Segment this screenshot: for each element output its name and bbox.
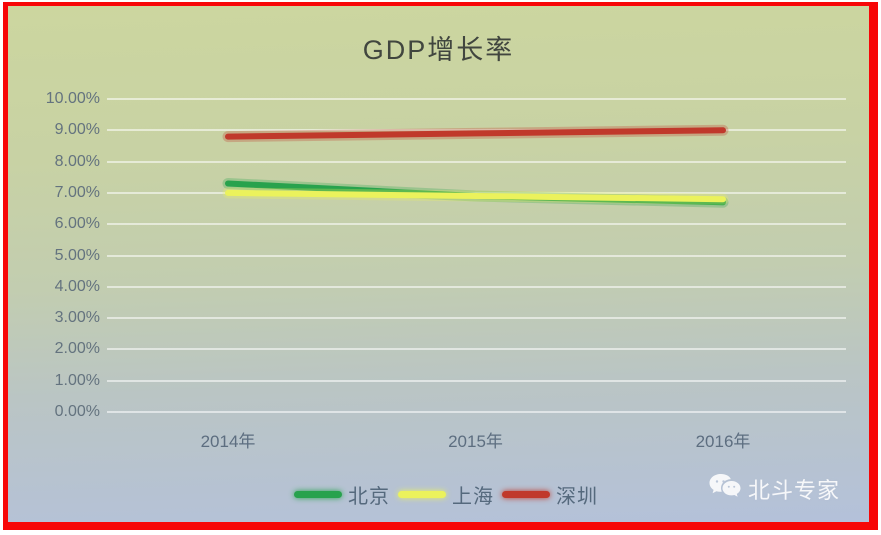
chart-title: GDP增长率: [362, 35, 515, 65]
gridline: [107, 348, 846, 351]
legend-label: 北京: [348, 486, 390, 508]
y-tick-label: 5.00%: [54, 246, 100, 264]
y-tick-label: 9.00%: [54, 121, 100, 139]
y-tick-label: 4.00%: [54, 277, 100, 295]
chart-area: GDP增长率 10.00% 9.00% 8.00% 7.00% 6.00% 5.00% 4.…: [8, 6, 869, 522]
legend-label: 深圳: [556, 486, 598, 508]
chat-bubbles-icon: [708, 472, 742, 505]
gridline: [107, 285, 846, 288]
y-tick-label: 8.00%: [54, 152, 100, 170]
line-plot: [222, 124, 729, 208]
x-tick-label: 2014年: [200, 432, 256, 451]
gridline: [107, 254, 846, 257]
legend-swatch: [502, 491, 550, 498]
watermark-label: 北斗专家: [748, 477, 841, 503]
legend-item: 北京: [294, 480, 398, 509]
gridline: [107, 160, 846, 163]
series-line-上海: [225, 189, 726, 203]
gridline: [107, 411, 846, 413]
gridline: [107, 98, 846, 100]
y-tick-label: 1.00%: [54, 371, 100, 389]
series-line-深圳: [225, 127, 726, 140]
y-tick-label: 6.00%: [54, 215, 100, 233]
y-tick-label: 3.00%: [54, 309, 100, 327]
gridline: [107, 317, 846, 320]
x-tick-label: 2016年: [695, 432, 751, 451]
chart-frame: GDP增长率 10.00% 9.00% 8.00% 7.00% 6.00% 5.00% 4.…: [3, 2, 878, 530]
gridline: [107, 129, 846, 132]
legend-item: 上海: [398, 480, 502, 509]
legend-swatch: [294, 491, 342, 498]
y-tick-label: 0.00%: [54, 403, 100, 420]
y-tick-label: 2.00%: [54, 340, 100, 358]
watermark: 北斗专家: [708, 472, 840, 505]
gridline: [107, 379, 846, 382]
legend-swatch: [398, 491, 446, 498]
legend: 北京 上海 深圳: [294, 480, 606, 509]
legend-label: 上海: [452, 486, 494, 508]
x-tick-label: 2015年: [448, 432, 503, 451]
gridline: [107, 191, 846, 194]
gridline: [107, 223, 846, 226]
y-tick-label: 7.00%: [54, 183, 100, 201]
y-tick-label: 10.00%: [45, 90, 100, 107]
legend-item: 深圳: [502, 480, 606, 509]
